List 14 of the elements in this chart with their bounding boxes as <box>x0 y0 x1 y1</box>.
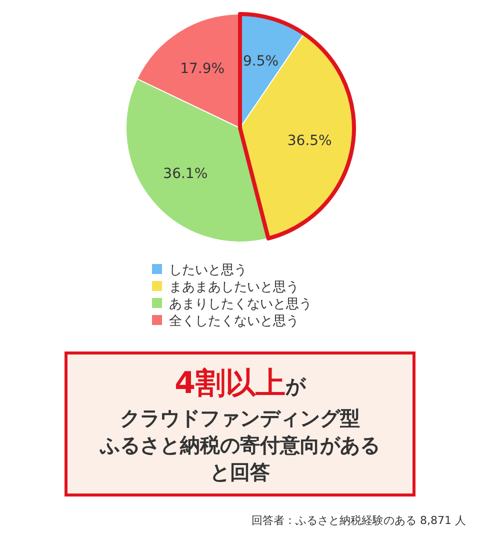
legend-label: したいと思う <box>169 263 247 278</box>
legend-label: 全くしたくないと思う <box>169 314 299 329</box>
text: ふるさと納税の寄付意向がある <box>99 433 380 457</box>
text: クラウドファンディング型 <box>120 406 360 430</box>
text: が <box>284 374 306 398</box>
legend-label: あまりしたくないと思う <box>169 297 312 312</box>
data-label: 9.5% <box>242 53 279 70</box>
data-label: 17.9% <box>180 61 225 78</box>
text: 回答者：ふるさと納税経験のある 8,871 人 <box>252 514 466 527</box>
text: と回答 <box>210 460 270 484</box>
legend-label: まあまあしたいと思う <box>169 280 299 295</box>
data-label: 36.5% <box>287 133 332 150</box>
text: 4割以上 <box>174 366 286 401</box>
data-label: 36.1% <box>163 166 208 182</box>
